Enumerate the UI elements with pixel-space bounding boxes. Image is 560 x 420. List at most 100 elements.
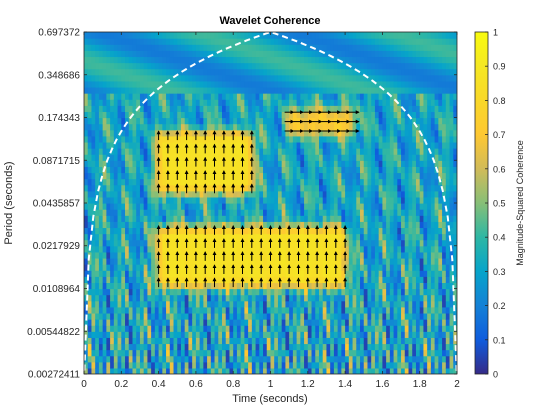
heatmap-cell [225, 184, 231, 192]
heatmap-cell [128, 166, 134, 174]
heatmap-cell [192, 367, 197, 374]
heatmap-cell [296, 93, 301, 100]
heatmap-cell [218, 160, 223, 167]
heatmap-cell [214, 264, 219, 271]
heatmap-cell [274, 32, 279, 39]
heatmap-cell [98, 355, 104, 363]
heatmap-cell [300, 288, 305, 296]
heatmap-cell [352, 300, 357, 308]
heatmap-cell [277, 160, 283, 167]
heatmap-cell [113, 111, 119, 119]
heatmap-cell [315, 306, 320, 314]
heatmap-cell [408, 62, 413, 70]
heatmap-cell [117, 105, 122, 112]
heatmap-cell [128, 190, 134, 198]
heatmap-cell [229, 190, 234, 198]
heatmap-cell [214, 111, 219, 119]
heatmap-cell [367, 141, 372, 149]
heatmap-cell [270, 337, 275, 345]
heatmap-cell [412, 105, 417, 112]
heatmap-cell [199, 306, 204, 314]
heatmap-cell [106, 209, 111, 216]
heatmap-cell [102, 56, 107, 64]
heatmap-cell [389, 306, 395, 314]
heatmap-cell [184, 331, 190, 338]
heatmap-cell [106, 50, 111, 58]
heatmap-cell [128, 44, 134, 51]
heatmap-cell [199, 93, 204, 100]
heatmap-cell [356, 306, 361, 314]
heatmap-cell [214, 50, 219, 58]
heatmap-cell [289, 209, 294, 216]
heatmap-cell [389, 367, 395, 374]
heatmap-cell [169, 294, 175, 302]
heatmap-cell [277, 325, 283, 332]
heatmap-cell [117, 337, 122, 345]
heatmap-cell [95, 300, 100, 308]
heatmap-cell [121, 319, 126, 326]
heatmap-cell [333, 245, 339, 253]
heatmap-cell [401, 111, 406, 119]
heatmap-cell [386, 50, 391, 58]
heatmap-cell [333, 312, 339, 320]
heatmap-cell [177, 135, 182, 143]
heatmap-cell [199, 86, 204, 94]
heatmap-cell [251, 270, 257, 277]
heatmap-cell [311, 294, 316, 302]
heatmap-cell [326, 86, 331, 94]
heatmap-cell [117, 141, 122, 149]
heatmap-cell [214, 215, 219, 222]
heatmap-cell [307, 276, 313, 283]
heatmap-cell [251, 160, 257, 167]
heatmap-cell [289, 62, 294, 70]
heatmap-cell [352, 276, 357, 283]
heatmap-cell [117, 86, 122, 94]
heatmap-cell [136, 331, 141, 338]
heatmap-cell [281, 50, 287, 58]
heatmap-cell [311, 80, 316, 88]
heatmap-cell [203, 337, 208, 345]
heatmap-cell [195, 337, 201, 345]
heatmap-cell [292, 111, 298, 119]
heatmap-cell [195, 349, 201, 357]
heatmap-cell [304, 32, 309, 39]
heatmap-cell [304, 160, 309, 167]
heatmap-cell [91, 44, 96, 51]
heatmap-cell [304, 117, 309, 125]
heatmap-cell [207, 221, 212, 229]
heatmap-cell [311, 251, 316, 259]
heatmap-cell [117, 227, 122, 235]
heatmap-cell [203, 44, 208, 51]
heatmap-cell [296, 221, 301, 229]
heatmap-cell [345, 111, 350, 119]
heatmap-cell [412, 270, 417, 277]
heatmap-cell [277, 123, 283, 131]
heatmap-cell [404, 319, 410, 326]
heatmap-cell [352, 367, 357, 374]
heatmap-cell [199, 135, 204, 143]
heatmap-cell [244, 56, 249, 64]
heatmap-cell [240, 99, 245, 106]
heatmap-cell [274, 74, 279, 82]
heatmap-cell [233, 221, 238, 229]
heatmap-cell [393, 68, 398, 76]
heatmap-cell [382, 141, 387, 149]
heatmap-cell [225, 141, 231, 149]
heatmap-cell [147, 105, 152, 112]
heatmap-cell [240, 62, 245, 70]
heatmap-cell [367, 80, 372, 88]
heatmap-cell [84, 190, 89, 198]
heatmap-cell [229, 343, 234, 351]
heatmap-cell [203, 294, 208, 302]
heatmap-cell [151, 111, 156, 119]
heatmap-cell [360, 178, 365, 186]
heatmap-cell [195, 178, 201, 186]
heatmap-cell [199, 68, 204, 76]
heatmap-cell [113, 123, 119, 131]
heatmap-cell [386, 276, 391, 283]
heatmap-cell [98, 190, 104, 198]
heatmap-cell [229, 288, 234, 296]
heatmap-cell [270, 123, 275, 131]
heatmap-cell [408, 135, 413, 143]
heatmap-cell [374, 355, 380, 363]
